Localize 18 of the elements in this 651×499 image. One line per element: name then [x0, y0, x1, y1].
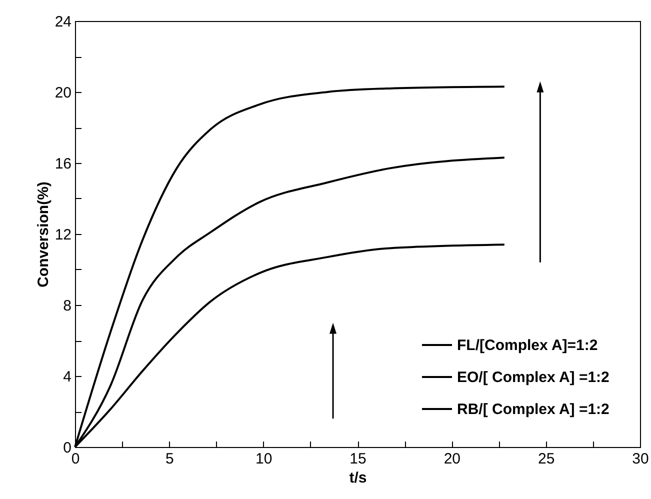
- x-axis-title: t/s: [349, 470, 367, 486]
- y-tick-label: 12: [54, 226, 72, 244]
- y-tick-label: 0: [63, 440, 72, 456]
- y-tick-label: 20: [54, 84, 72, 102]
- x-tick-label: 5: [165, 450, 174, 468]
- legend-label: RB/[ Complex A] =1:2: [457, 401, 610, 418]
- x-tick-label: 30: [632, 450, 649, 468]
- legend-label: FL/[Complex A]=1:2: [457, 337, 598, 354]
- x-tick-label: 15: [350, 450, 366, 468]
- y-tick-label: 8: [63, 298, 72, 314]
- y-tick-label: 16: [54, 156, 72, 172]
- legend-label: EO/[ Complex A] =1:2: [457, 369, 610, 386]
- y-axis-title: Conversion(%): [34, 182, 52, 288]
- y-tick-label: 24: [54, 14, 72, 30]
- x-tick-label: 10: [255, 450, 272, 468]
- y-tick-label: 4: [63, 368, 72, 386]
- x-tick-label: 20: [444, 450, 461, 468]
- x-tick-label: 25: [538, 450, 555, 468]
